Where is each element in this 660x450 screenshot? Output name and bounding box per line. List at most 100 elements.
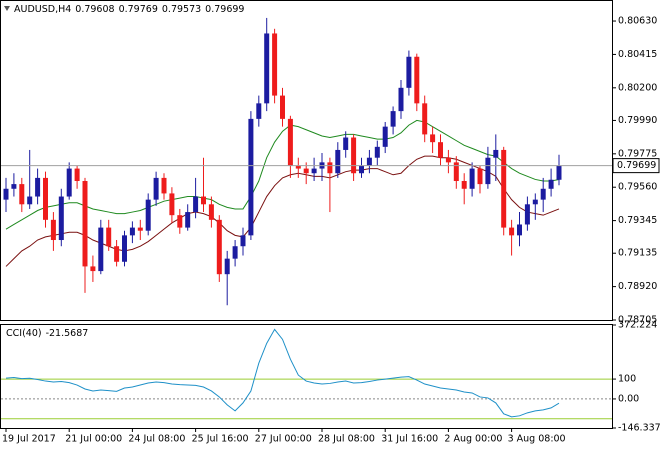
y-tick-label: 372.224: [618, 320, 657, 331]
candle-body: [280, 95, 285, 119]
y-tick-label: 0.79560: [618, 182, 657, 193]
y-tick-label: 0.80415: [618, 49, 657, 60]
symbol: AUDUSD,H4: [14, 4, 71, 15]
candle-body: [430, 134, 436, 143]
candle-body: [177, 215, 183, 228]
candle-body: [114, 246, 120, 262]
candle-body: [264, 33, 270, 104]
candle-body: [351, 137, 357, 174]
y-tick-label: 0.79345: [618, 215, 657, 226]
cci-line: [5, 328, 560, 418]
last-price-label: 0.79699: [617, 160, 656, 171]
x-tick-label: 3 Aug 08:00: [508, 434, 566, 445]
ohlc-low: 0.79573: [162, 4, 201, 15]
candle-body: [50, 219, 56, 241]
candle-body: [82, 181, 88, 267]
candle-body: [161, 177, 167, 194]
cci-value: -21.5687: [46, 328, 89, 339]
candle-body: [19, 184, 25, 205]
candle-body: [311, 168, 317, 174]
candle-body: [129, 227, 135, 236]
candle-body: [3, 188, 9, 200]
candle-body: [90, 266, 96, 272]
candle-body: [58, 196, 64, 241]
candle-body: [453, 162, 459, 182]
candle-body: [295, 165, 301, 169]
x-tick-label: 31 Jul 16:00: [381, 434, 438, 445]
main-panel: [0, 0, 613, 321]
candle-body: [327, 162, 333, 174]
ohlc-high: 0.79769: [119, 4, 158, 15]
cci-header: CCI(40) -21.5687: [6, 328, 88, 339]
y-tick-label: -146.3373: [618, 423, 660, 434]
candle-body: [248, 118, 254, 236]
candle-body: [374, 146, 380, 158]
candle-body: [390, 111, 396, 127]
candle-body: [335, 149, 341, 174]
candle-body: [556, 165, 562, 180]
candle-body: [201, 196, 206, 205]
candle-body: [477, 168, 483, 185]
candle-body: [232, 246, 238, 259]
candle-body: [185, 212, 191, 228]
candle-body: [153, 177, 159, 200]
symbol-icon: [4, 6, 10, 11]
x-tick-label: 25 Jul 16:00: [192, 434, 249, 445]
candle-body: [216, 219, 222, 275]
candle-body: [224, 258, 230, 275]
candle-body: [272, 33, 278, 96]
candle-body: [540, 188, 546, 200]
candle-body: [422, 103, 428, 135]
moving-average: [5, 119, 560, 230]
chart-header: AUDUSD,H4 0.79608 0.79769 0.79573 0.79699: [14, 4, 244, 15]
candle-body: [106, 227, 112, 247]
x-tick-label: 19 Jul 2017: [2, 434, 56, 445]
candle-body: [208, 204, 214, 220]
candle-body: [438, 142, 443, 158]
moving-average: [5, 155, 560, 267]
candle-body: [532, 199, 538, 205]
candle-body: [509, 227, 515, 236]
candle-body: [493, 149, 499, 158]
candle-body: [169, 193, 175, 216]
ohlc-open: 0.79608: [75, 4, 114, 15]
candle-body: [27, 196, 33, 205]
y-tick-label: 0.00: [618, 393, 639, 404]
candle-body: [501, 149, 507, 228]
x-tick-label: 21 Jul 00:00: [65, 434, 122, 445]
last-price-box: [612, 158, 660, 174]
candle-body: [145, 199, 151, 231]
candle-body: [524, 204, 530, 225]
candle-body: [193, 196, 199, 213]
candle-body: [35, 177, 41, 197]
cci-title: CCI(40): [6, 328, 42, 339]
candle-body: [122, 235, 127, 262]
candle-body: [43, 177, 48, 220]
candle-body: [469, 168, 475, 189]
candle-body: [461, 181, 467, 189]
candle-body: [240, 235, 246, 247]
candle-body: [98, 227, 104, 272]
candle-body: [517, 224, 522, 236]
candle-body: [366, 157, 372, 166]
x-tick-label: 2 Aug 00:00: [444, 434, 502, 445]
x-tick-label: 24 Jul 08:00: [128, 434, 185, 445]
x-tick-label: 27 Jul 00:00: [255, 434, 312, 445]
y-tick-label: 0.79990: [618, 115, 657, 126]
candle-body: [406, 56, 412, 88]
candle-body: [485, 157, 491, 185]
cci-panel: [0, 324, 613, 429]
y-tick-label: 0.78920: [618, 281, 657, 292]
candle-body: [74, 168, 80, 182]
y-tick-label: 0.80200: [618, 82, 657, 93]
candle-body: [382, 126, 388, 147]
ohlc-close: 0.79699: [205, 4, 244, 15]
y-tick-label: 0.79775: [618, 148, 657, 159]
y-tick-label: 0.79135: [618, 248, 657, 259]
candle-body: [256, 103, 262, 119]
x-tick-label: 28 Jul 08:00: [318, 434, 375, 445]
candle-body: [303, 168, 309, 174]
candle-body: [414, 56, 420, 104]
candle-body: [287, 118, 293, 166]
